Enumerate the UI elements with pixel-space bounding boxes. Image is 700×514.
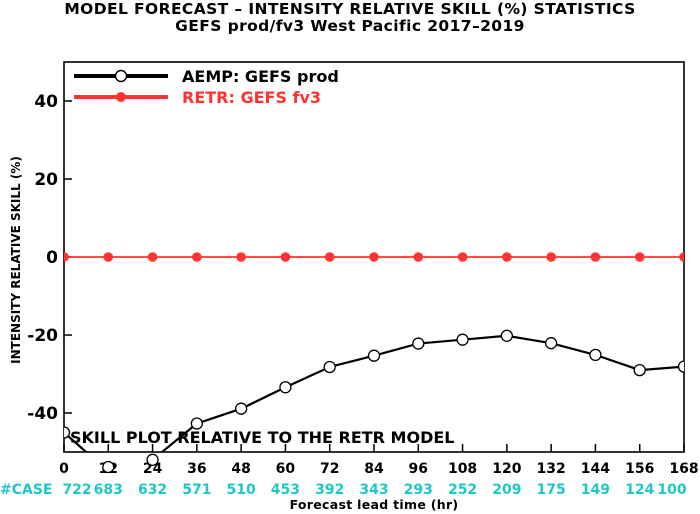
retr-point [634, 252, 645, 262]
aemp-legend-label: AEMP: GEFS prod [182, 67, 339, 86]
aemp-point [323, 360, 336, 374]
y-axis-label: INTENSITY RELATIVE SKILL (%) [9, 156, 23, 364]
aemp-point [146, 453, 159, 466]
case-count: 571 [182, 482, 211, 498]
chart-subtitle: GEFS prod/fv3 West Pacific 2017–2019 [175, 17, 525, 35]
x-tick-label: 0 [59, 461, 69, 477]
x-axis: 01224364860728496108120132144156168 [59, 444, 699, 477]
legend: AEMP: GEFS prod RETR: GEFS fv3 [74, 67, 339, 107]
case-count: 175 [537, 482, 566, 498]
x-tick-label: 144 [581, 461, 610, 477]
x-tick-label: 108 [448, 461, 477, 477]
x-tick-label: 132 [537, 461, 566, 477]
x-tick-label: 36 [187, 461, 206, 477]
aemp-point [234, 402, 248, 415]
y-tick-label: 20 [34, 170, 58, 190]
case-count: 510 [227, 482, 256, 498]
x-tick-label: 72 [320, 461, 339, 477]
case-count: 683 [94, 482, 123, 498]
case-count: 453 [271, 482, 300, 498]
retr-point [64, 252, 69, 262]
case-count-row: #CASE 722 683 632 571 510 453 392 343 293 252 209 17… [0, 482, 687, 498]
case-count: 209 [492, 482, 521, 498]
retr-point [192, 252, 202, 262]
aemp-legend-marker [114, 69, 128, 83]
retr-point [280, 252, 291, 262]
y-axis-label-wrap: INTENSITY RELATIVE SKILL (%) [1, 150, 31, 370]
aemp-point [456, 333, 469, 346]
retr-point [369, 252, 379, 262]
aemp-point [412, 337, 425, 350]
retr-point [103, 252, 114, 262]
retr-point [324, 252, 335, 262]
x-tick-label: 84 [364, 461, 384, 477]
aemp-point [64, 426, 71, 439]
aemp-point [190, 417, 204, 430]
case-count: 722 [62, 482, 91, 498]
x-tick-label: 60 [276, 461, 296, 477]
retr-point [147, 252, 158, 262]
case-count: 293 [404, 482, 433, 498]
plot-area [64, 252, 684, 452]
y-tick-label: 40 [34, 92, 58, 112]
y-axis: -40 -20 0 20 40 [27, 92, 72, 424]
retr-legend-label: RETR: GEFS fv3 [182, 88, 321, 107]
y-tick-label: 0 [46, 248, 58, 268]
retr-point [413, 252, 424, 262]
x-axis-label: Forecast lead time (hr) [289, 497, 459, 512]
case-count: 124 [625, 482, 654, 498]
retr-point [679, 252, 684, 262]
case-count: 252 [448, 482, 477, 498]
x-tick-label: 24 [143, 461, 163, 477]
aemp-point [500, 329, 514, 342]
aemp-point [102, 460, 115, 474]
aemp-point [589, 348, 602, 362]
retr-point [502, 252, 512, 262]
retr-point [457, 252, 468, 262]
x-tick-label: 48 [231, 461, 250, 477]
case-count: 149 [581, 482, 610, 498]
aemp-point [677, 360, 684, 373]
aemp-point [633, 363, 646, 377]
x-tick-label: 168 [669, 461, 698, 477]
y-tick-label: -40 [27, 404, 58, 424]
retr-point [546, 252, 556, 262]
x-tick-label: 156 [625, 461, 654, 477]
case-row-label: #CASE [0, 482, 53, 498]
x-tick-label: 96 [409, 461, 428, 477]
case-count: 632 [138, 482, 167, 498]
chart-annotation: SKILL PLOT RELATIVE TO THE RETR MODEL [70, 428, 454, 447]
case-count: 100 [657, 482, 686, 498]
case-count: 392 [315, 482, 344, 498]
retr-point [590, 252, 601, 262]
aemp-point [367, 349, 381, 362]
x-tick-label: 120 [492, 461, 521, 477]
aemp-point [544, 337, 558, 350]
off-plot-markers [102, 453, 159, 474]
y-tick-label: -20 [27, 326, 58, 346]
aemp-point [279, 381, 292, 394]
retr-legend-marker [116, 92, 126, 102]
case-count: 343 [359, 482, 388, 498]
chart-title: MODEL FORECAST – INTENSITY RELATIVE SKIL… [64, 0, 636, 18]
retr-point [236, 252, 246, 262]
